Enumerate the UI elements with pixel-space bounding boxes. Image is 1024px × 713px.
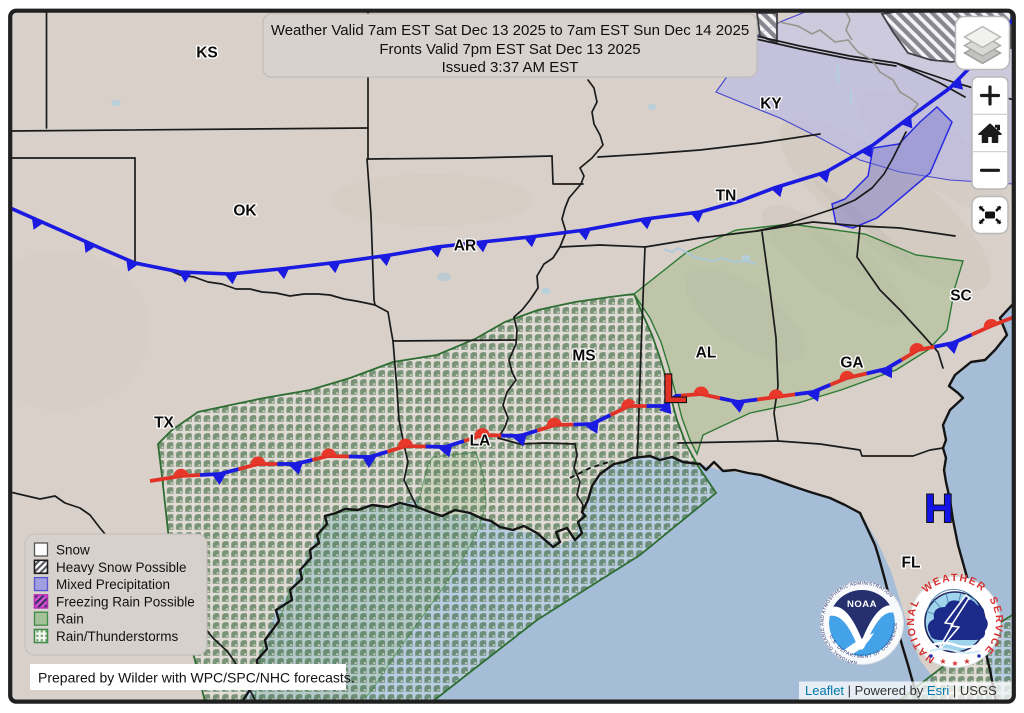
svg-text:GA: GA — [840, 355, 863, 372]
svg-text:LA: LA — [470, 433, 491, 450]
svg-text:OK: OK — [233, 203, 257, 220]
svg-text:Weather Valid 7am EST Sat Dec: Weather Valid 7am EST Sat Dec 13 2025 to… — [271, 22, 749, 39]
svg-text:Leaflet | Powered by Esri | US: Leaflet | Powered by Esri | USGS — [805, 683, 997, 698]
svg-text:★: ★ — [939, 657, 946, 666]
svg-text:Prepared by Wilder with WPC/SP: Prepared by Wilder with WPC/SPC/NHC fore… — [38, 670, 355, 686]
svg-text:Rain: Rain — [56, 612, 84, 627]
svg-text:FL: FL — [902, 555, 921, 572]
svg-text:L: L — [663, 367, 687, 411]
svg-text:SC: SC — [950, 288, 972, 305]
svg-text:KY: KY — [760, 96, 782, 113]
svg-text:Issued 3:37 AM EST: Issued 3:37 AM EST — [442, 59, 579, 76]
svg-text:Freezing Rain Possible: Freezing Rain Possible — [56, 594, 195, 609]
svg-text:AR: AR — [454, 238, 476, 255]
svg-text:★: ★ — [963, 657, 970, 666]
svg-text:KS: KS — [196, 45, 218, 62]
svg-text:MS: MS — [572, 348, 595, 365]
svg-text:NOAA: NOAA — [847, 599, 877, 610]
svg-text:Rain/Thunderstorms: Rain/Thunderstorms — [56, 629, 179, 644]
svg-text:Mixed Precipitation: Mixed Precipitation — [56, 577, 170, 592]
svg-text:Heavy Snow Possible: Heavy Snow Possible — [56, 560, 187, 575]
svg-text:Snow: Snow — [56, 543, 90, 558]
svg-text:AL: AL — [696, 345, 717, 362]
svg-text:TN: TN — [716, 188, 737, 205]
svg-text:Fronts Valid 7pm EST Sat Dec 1: Fronts Valid 7pm EST Sat Dec 13 2025 — [379, 41, 640, 58]
svg-text:TX: TX — [154, 415, 174, 432]
svg-text:H: H — [925, 487, 954, 531]
svg-text:★: ★ — [951, 659, 958, 668]
